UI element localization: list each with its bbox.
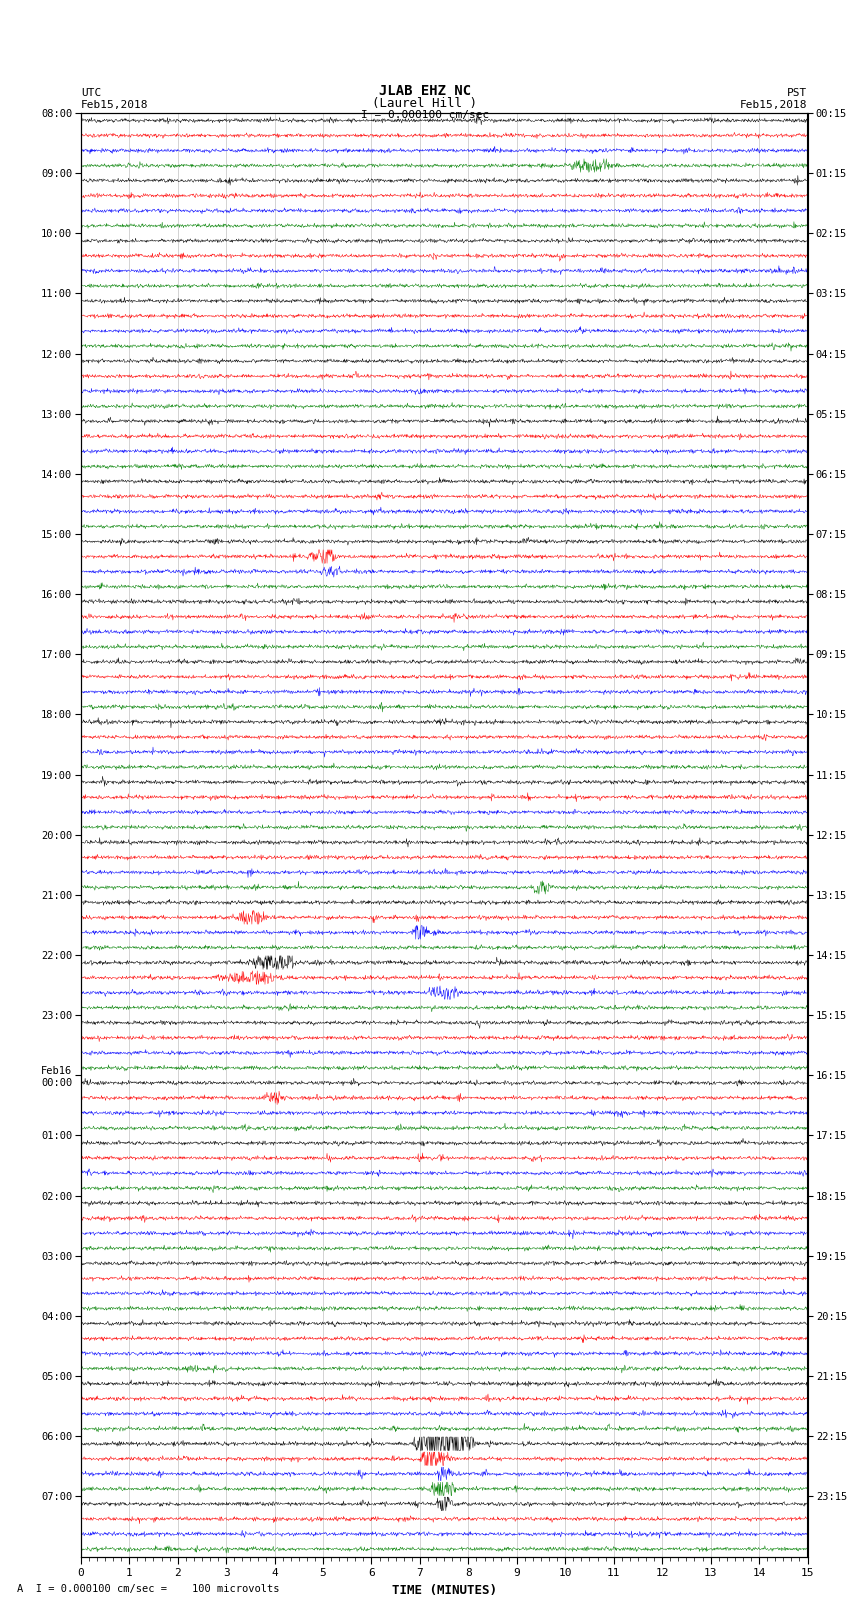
Text: PST: PST — [787, 87, 808, 97]
Text: A  I = 0.000100 cm/sec =    100 microvolts: A I = 0.000100 cm/sec = 100 microvolts — [17, 1584, 280, 1594]
Text: (Laurel Hill ): (Laurel Hill ) — [372, 97, 478, 110]
X-axis label: TIME (MINUTES): TIME (MINUTES) — [392, 1584, 496, 1597]
Text: UTC: UTC — [81, 87, 101, 97]
Text: JLAB EHZ NC: JLAB EHZ NC — [379, 84, 471, 97]
Text: Feb15,2018: Feb15,2018 — [81, 100, 148, 110]
Text: I = 0.000100 cm/sec: I = 0.000100 cm/sec — [361, 110, 489, 121]
Text: Feb15,2018: Feb15,2018 — [740, 100, 808, 110]
